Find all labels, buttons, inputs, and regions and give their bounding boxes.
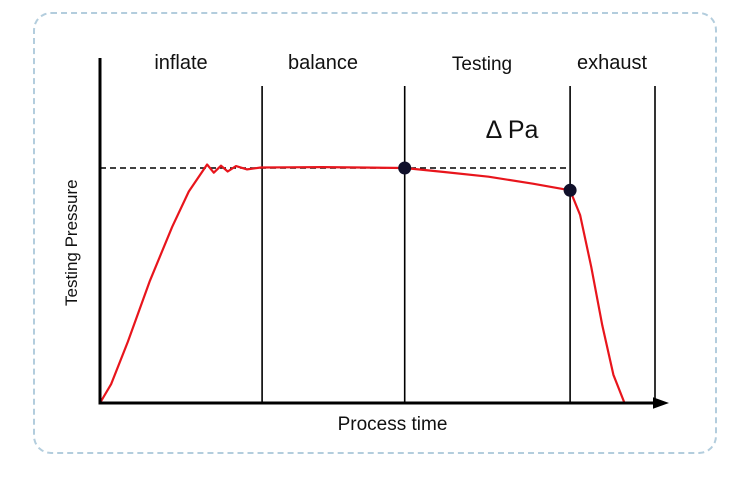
x-axis-arrowhead: [653, 397, 669, 409]
delta-pa-annotation: Δ Pa: [485, 116, 539, 144]
phase-label-testing: Testing: [451, 54, 513, 75]
x-axis-label: Process time: [337, 414, 448, 435]
phase-label-exhaust: exhaust: [576, 52, 648, 74]
pressure-curve: [98, 163, 626, 405]
dashed-border-frame: [33, 12, 717, 454]
test-point-marker-2: [563, 183, 577, 197]
y-axis-label: Testing Pressure: [62, 179, 81, 306]
test-point-marker-1: [398, 161, 412, 175]
phase-label-balance: balance: [287, 52, 359, 74]
phase-label-inflate: inflate: [154, 52, 208, 74]
